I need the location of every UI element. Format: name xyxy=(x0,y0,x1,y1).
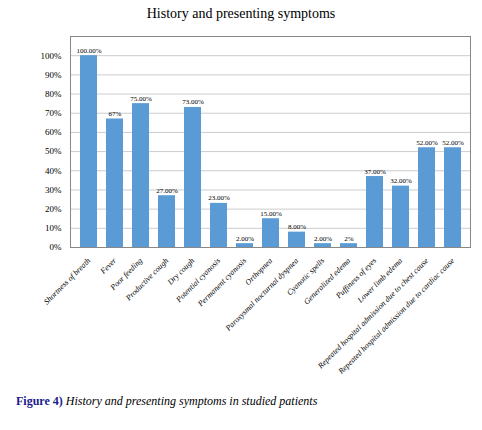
html-text:Figure 4) History and presenti: Figure 4) History and presenting symptom… xyxy=(16,394,318,408)
svg-text:Generalized edema: Generalized edema xyxy=(302,256,352,306)
svg-text:Permanent cyanosis: Permanent cyanosis xyxy=(195,256,248,309)
svg-text:Repeated hospital admission du: Repeated hospital admission due to chest… xyxy=(315,256,430,371)
svg-text:Orthopnea: Orthopnea xyxy=(243,256,275,288)
svg-text:10%: 10% xyxy=(45,223,62,233)
svg-text:Paroxysmal nocturnal dyspnea: Paroxysmal nocturnal dyspnea xyxy=(223,256,301,333)
svg-text:80%: 80% xyxy=(45,89,62,99)
svg-text:15.00%: 15.00% xyxy=(260,210,282,218)
svg-text:Potential cyanosis: Potential cyanosis xyxy=(174,256,223,305)
svg-text:0%: 0% xyxy=(50,242,63,252)
svg-text:27.00%: 27.00% xyxy=(156,187,178,195)
svg-text:70%: 70% xyxy=(45,108,62,118)
svg-text:Cyanotic spells: Cyanotic spells xyxy=(285,256,327,298)
svg-text:52.00%: 52.00% xyxy=(416,139,438,147)
svg-text:30%: 30% xyxy=(45,185,62,195)
svg-text:2.00%: 2.00% xyxy=(314,235,332,243)
svg-text:8.00%: 8.00% xyxy=(288,223,306,231)
svg-text:73.00%: 73.00% xyxy=(182,98,204,106)
svg-text:2%: 2% xyxy=(344,235,354,243)
svg-text:Dry cough: Dry cough xyxy=(165,256,197,287)
html-text:History and presenting symptom: History and presenting symptoms xyxy=(146,6,336,21)
svg-text:67%: 67% xyxy=(109,110,122,118)
svg-text:90%: 90% xyxy=(45,70,62,80)
svg-text:23.00%: 23.00% xyxy=(208,194,230,202)
svg-text:32.00%: 32.00% xyxy=(390,177,412,185)
svg-text:2.00%: 2.00% xyxy=(236,235,254,243)
svg-text:Productive cough: Productive cough xyxy=(123,256,170,303)
svg-text:Puffiness of eyes: Puffiness of eyes xyxy=(334,256,379,301)
svg-text:Repeated hospital admission du: Repeated hospital admission due to cardi… xyxy=(336,256,457,377)
svg-text:Lower limb edema: Lower limb edema xyxy=(355,256,404,305)
svg-text:Shortness of breath: Shortness of breath xyxy=(42,256,92,306)
svg-text:75.00%: 75.00% xyxy=(130,95,152,103)
svg-text:60%: 60% xyxy=(45,127,62,137)
svg-text:100%: 100% xyxy=(41,51,63,61)
svg-text:37.00%: 37.00% xyxy=(364,168,386,176)
svg-text:20%: 20% xyxy=(45,204,62,214)
svg-text:40%: 40% xyxy=(45,166,62,176)
svg-text:50%: 50% xyxy=(45,146,62,156)
svg-text:Poor feeding: Poor feeding xyxy=(108,256,145,292)
svg-text:52.00%: 52.00% xyxy=(442,139,464,147)
svg-text:Fever: Fever xyxy=(98,256,119,277)
svg-text:100.00%: 100.00% xyxy=(76,47,101,55)
